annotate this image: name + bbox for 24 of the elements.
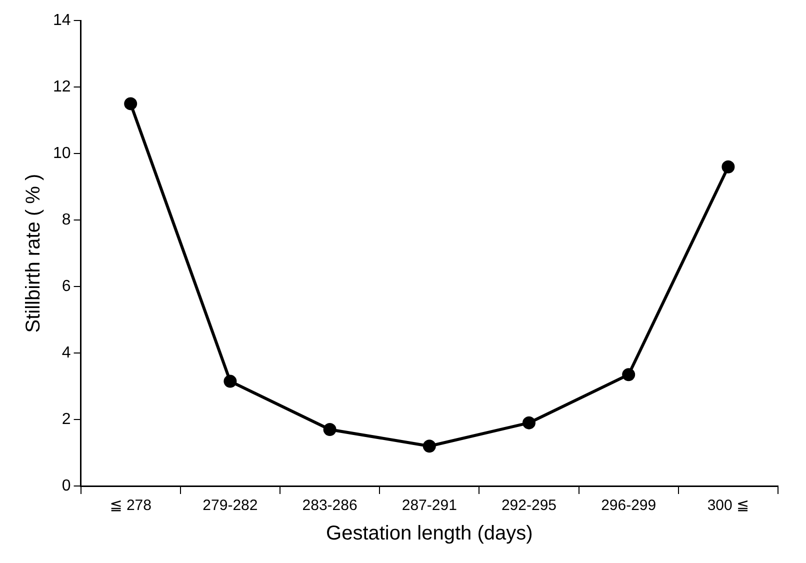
- x-tick-label: 300 ≦: [707, 497, 750, 514]
- x-tick-label: 296-299: [601, 497, 656, 514]
- y-tick-label: 6: [62, 278, 71, 295]
- y-tick-label: 14: [53, 12, 71, 30]
- point: [323, 422, 336, 436]
- y-tick-label: 4: [62, 344, 71, 362]
- y-tick-label: 12: [53, 78, 71, 96]
- x-axis-title: Gestation length (days): [326, 522, 533, 545]
- point: [622, 368, 636, 382]
- y-tick-label: 2: [62, 410, 71, 428]
- point: [124, 97, 138, 110]
- point: [224, 374, 237, 388]
- y-tick-label: 8: [62, 211, 71, 228]
- x-tick-label: ≦ 278: [110, 497, 152, 514]
- y-tick-label: 0: [62, 477, 71, 494]
- x-tick-label: 279-282: [202, 497, 258, 514]
- x-tick-label: 283-286: [302, 497, 358, 514]
- point: [522, 416, 536, 430]
- y-axis-title: Stillbirth rate ( % ): [22, 174, 45, 333]
- x-tick-label: 292-295: [501, 497, 557, 514]
- x-tick-label: 287-291: [402, 497, 457, 514]
- y-tick-label: 10: [53, 144, 71, 162]
- point: [722, 160, 735, 174]
- point: [422, 440, 436, 453]
